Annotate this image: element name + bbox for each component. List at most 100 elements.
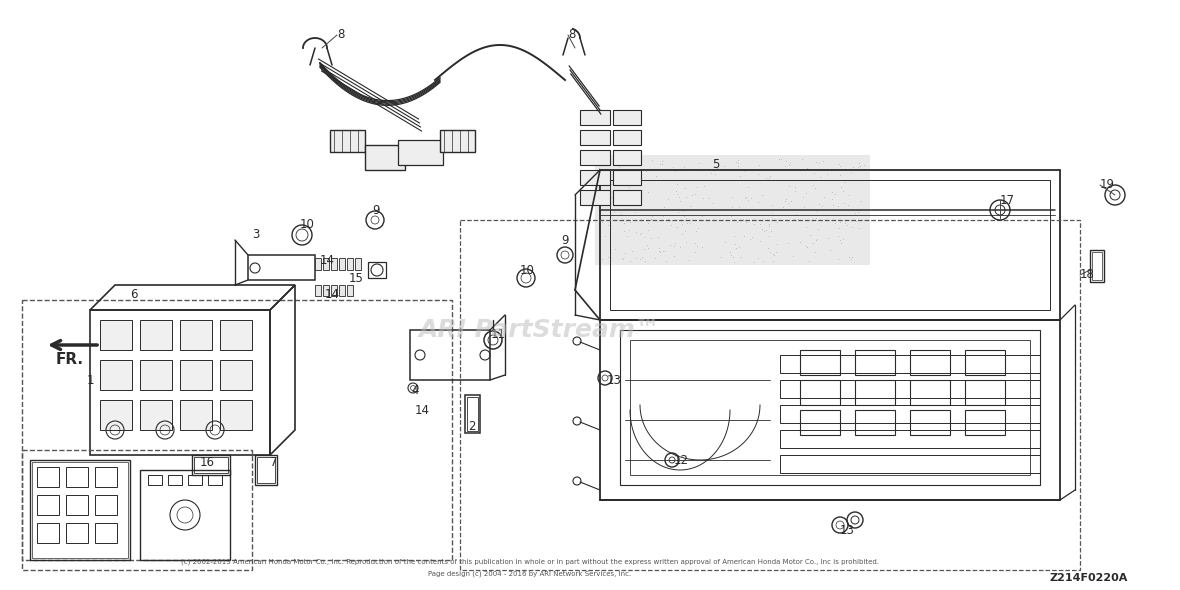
Point bbox=[843, 253, 861, 262]
Point bbox=[767, 217, 786, 227]
Text: 4: 4 bbox=[411, 384, 419, 396]
Point bbox=[786, 209, 805, 219]
Point bbox=[804, 238, 822, 247]
Point bbox=[763, 256, 782, 266]
Point bbox=[638, 188, 657, 197]
Point bbox=[668, 189, 687, 199]
Point bbox=[856, 175, 874, 185]
Text: 10: 10 bbox=[300, 218, 315, 231]
Point bbox=[722, 250, 741, 260]
Bar bbox=[965, 410, 1005, 435]
Point bbox=[760, 173, 779, 182]
Point bbox=[680, 202, 699, 211]
Point bbox=[621, 256, 640, 266]
Point bbox=[675, 183, 694, 192]
Bar bbox=[323, 285, 329, 296]
Point bbox=[821, 166, 840, 175]
Point bbox=[796, 241, 815, 251]
Bar bbox=[780, 455, 1040, 473]
Point bbox=[681, 219, 700, 228]
Point bbox=[725, 252, 743, 261]
Point bbox=[826, 190, 845, 199]
Point bbox=[655, 202, 674, 211]
Point bbox=[781, 158, 800, 168]
Point bbox=[748, 254, 767, 263]
Bar bbox=[332, 285, 337, 296]
Text: 3: 3 bbox=[253, 228, 260, 241]
Point bbox=[605, 244, 624, 254]
Point bbox=[835, 218, 854, 227]
Point bbox=[831, 218, 850, 227]
Point bbox=[684, 210, 703, 219]
Bar bbox=[96, 495, 117, 515]
Point bbox=[677, 219, 696, 228]
Bar bbox=[368, 262, 386, 278]
Point bbox=[590, 252, 609, 261]
Point bbox=[750, 236, 769, 245]
Point bbox=[807, 213, 826, 222]
Point bbox=[833, 186, 852, 196]
Bar bbox=[581, 170, 610, 185]
Point bbox=[623, 247, 642, 256]
Point bbox=[704, 211, 723, 220]
Point bbox=[740, 234, 759, 244]
Point bbox=[632, 185, 651, 195]
Point bbox=[753, 224, 772, 234]
Point bbox=[601, 179, 620, 188]
Point bbox=[750, 219, 769, 229]
Point bbox=[693, 242, 712, 251]
Point bbox=[848, 162, 867, 172]
Point bbox=[687, 227, 706, 236]
Bar bbox=[467, 397, 478, 431]
Point bbox=[818, 169, 837, 178]
Point bbox=[614, 254, 632, 264]
Point bbox=[745, 257, 763, 266]
Point bbox=[779, 239, 798, 248]
Text: 13: 13 bbox=[607, 373, 622, 386]
Point bbox=[750, 160, 769, 170]
Point bbox=[645, 253, 664, 263]
Point bbox=[686, 247, 704, 257]
Point bbox=[736, 217, 755, 227]
Point bbox=[686, 189, 704, 199]
Bar bbox=[208, 475, 222, 485]
Point bbox=[771, 155, 789, 164]
Point bbox=[627, 228, 645, 237]
Point bbox=[759, 243, 778, 253]
Point bbox=[656, 247, 675, 256]
Point bbox=[590, 190, 609, 199]
Point bbox=[721, 248, 740, 257]
Point bbox=[729, 158, 748, 168]
Bar bbox=[581, 130, 610, 145]
Point bbox=[779, 199, 798, 208]
Point bbox=[728, 161, 747, 171]
Bar bbox=[315, 285, 321, 296]
Text: (c) 2002-2013 American Honda Motor Co., Inc. Reproduction of the contents of thi: (c) 2002-2013 American Honda Motor Co., … bbox=[181, 559, 879, 565]
Point bbox=[694, 194, 713, 203]
Point bbox=[854, 165, 873, 174]
Point bbox=[666, 238, 684, 247]
Point bbox=[838, 201, 857, 210]
Text: 12: 12 bbox=[674, 454, 689, 467]
Point bbox=[636, 257, 655, 266]
Text: 19: 19 bbox=[1100, 179, 1115, 192]
Bar bbox=[581, 110, 610, 125]
Bar bbox=[37, 495, 59, 515]
Point bbox=[760, 247, 779, 257]
Bar bbox=[22, 450, 253, 570]
Point bbox=[748, 169, 767, 179]
Point bbox=[778, 205, 796, 214]
Point bbox=[704, 165, 723, 175]
Point bbox=[632, 229, 651, 238]
Point bbox=[621, 218, 640, 227]
Text: 9: 9 bbox=[560, 234, 569, 247]
Point bbox=[727, 243, 746, 253]
Text: 5: 5 bbox=[712, 159, 720, 172]
Point bbox=[642, 214, 661, 224]
Text: 8: 8 bbox=[568, 28, 576, 41]
Point bbox=[727, 165, 746, 175]
Point bbox=[722, 202, 741, 212]
Point bbox=[688, 223, 707, 232]
Text: 15: 15 bbox=[349, 271, 363, 284]
Bar bbox=[347, 258, 353, 270]
